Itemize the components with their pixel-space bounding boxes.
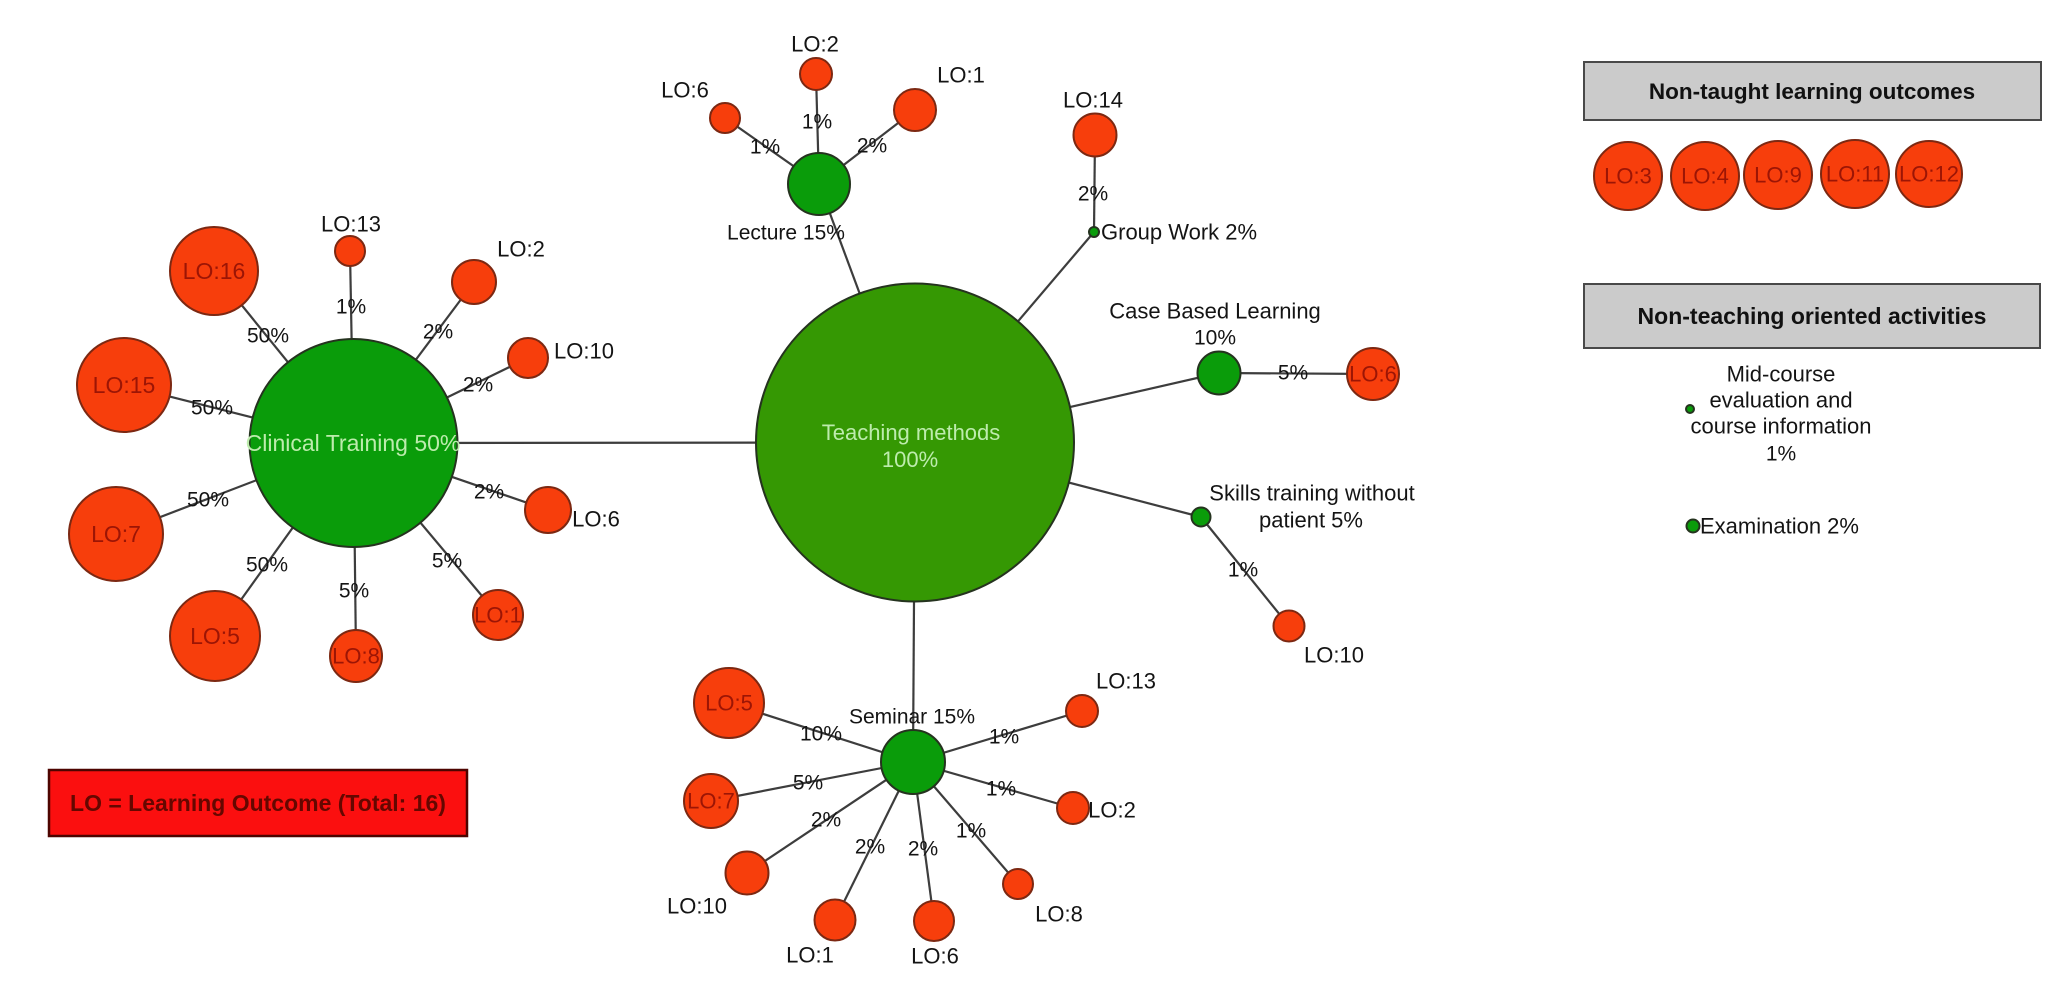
svg-text:Skills training without: Skills training without (1209, 481, 1414, 506)
svg-text:2%: 2% (811, 808, 841, 831)
svg-text:1%: 1% (956, 819, 986, 842)
svg-text:50%: 50% (247, 324, 289, 347)
svg-text:evaluation and: evaluation and (1709, 388, 1852, 413)
svg-text:LO = Learning Outcome (Total:: LO = Learning Outcome (Total: 16) (70, 790, 446, 816)
svg-text:Clinical Training 50%: Clinical Training 50% (246, 430, 461, 456)
svg-text:50%: 50% (187, 488, 229, 511)
svg-text:50%: 50% (246, 553, 288, 576)
svg-text:Teaching methods: Teaching methods (822, 420, 1001, 445)
svg-text:LO:2: LO:2 (497, 237, 545, 262)
svg-text:LO:4: LO:4 (1681, 164, 1729, 189)
svg-text:Mid-course: Mid-course (1727, 362, 1836, 387)
svg-text:1%: 1% (989, 725, 1019, 748)
svg-text:LO:1: LO:1 (786, 943, 834, 968)
svg-text:5%: 5% (793, 771, 823, 794)
svg-text:Non-teaching oriented activiti: Non-teaching oriented activities (1638, 303, 1987, 329)
svg-text:LO:1: LO:1 (474, 603, 522, 628)
svg-text:LO:6: LO:6 (661, 78, 709, 103)
svg-text:2%: 2% (1078, 182, 1108, 205)
svg-text:LO:1: LO:1 (937, 63, 985, 88)
svg-text:LO:10: LO:10 (667, 894, 727, 919)
svg-text:2%: 2% (474, 480, 504, 503)
svg-text:LO:2: LO:2 (791, 32, 839, 57)
svg-text:100%: 100% (882, 447, 938, 472)
svg-text:LO:10: LO:10 (1304, 643, 1364, 668)
svg-text:LO:8: LO:8 (332, 644, 380, 669)
svg-text:LO:7: LO:7 (687, 789, 735, 814)
svg-text:1%: 1% (1766, 442, 1796, 465)
svg-text:5%: 5% (339, 579, 369, 602)
svg-text:2%: 2% (908, 837, 938, 860)
svg-text:LO:6: LO:6 (911, 944, 959, 969)
svg-text:LO:14: LO:14 (1063, 88, 1123, 113)
svg-text:LO:9: LO:9 (1754, 163, 1802, 188)
svg-text:LO:6: LO:6 (572, 507, 620, 532)
svg-text:2%: 2% (857, 134, 887, 157)
svg-text:LO:5: LO:5 (705, 691, 753, 716)
svg-text:Non-taught learning outcomes: Non-taught learning outcomes (1649, 79, 1975, 104)
svg-text:LO:16: LO:16 (183, 258, 246, 284)
svg-text:LO:6: LO:6 (1349, 362, 1397, 387)
svg-text:5%: 5% (432, 549, 462, 572)
svg-text:1%: 1% (336, 295, 366, 318)
svg-text:10%: 10% (800, 722, 842, 745)
svg-text:LO:13: LO:13 (321, 212, 381, 237)
svg-text:LO:13: LO:13 (1096, 669, 1156, 694)
svg-text:10%: 10% (1194, 326, 1236, 349)
svg-text:Examination 2%: Examination 2% (1700, 514, 1859, 539)
svg-text:1%: 1% (750, 135, 780, 158)
svg-text:LO:7: LO:7 (91, 521, 141, 547)
svg-text:LO:15: LO:15 (93, 372, 156, 398)
svg-text:LO:3: LO:3 (1604, 164, 1652, 189)
svg-text:2%: 2% (463, 373, 493, 396)
svg-text:LO:5: LO:5 (190, 623, 240, 649)
svg-text:Case Based Learning: Case Based Learning (1109, 299, 1321, 324)
svg-text:LO:12: LO:12 (1899, 162, 1959, 187)
svg-text:2%: 2% (855, 835, 885, 858)
svg-text:patient 5%: patient 5% (1259, 508, 1363, 533)
svg-text:50%: 50% (191, 396, 233, 419)
svg-text:2%: 2% (423, 320, 453, 343)
svg-text:LO:11: LO:11 (1826, 162, 1884, 187)
svg-text:course information: course information (1691, 414, 1872, 439)
svg-text:1%: 1% (802, 110, 832, 133)
svg-text:5%: 5% (1278, 361, 1308, 384)
svg-text:1%: 1% (986, 777, 1016, 800)
svg-text:LO:10: LO:10 (554, 339, 614, 364)
svg-text:Group Work 2%: Group Work 2% (1101, 220, 1257, 245)
svg-text:Lecture 15%: Lecture 15% (727, 221, 845, 244)
svg-text:Seminar 15%: Seminar 15% (849, 705, 975, 728)
svg-text:1%: 1% (1228, 558, 1258, 581)
svg-text:LO:2: LO:2 (1088, 798, 1136, 823)
svg-text:LO:8: LO:8 (1035, 902, 1083, 927)
